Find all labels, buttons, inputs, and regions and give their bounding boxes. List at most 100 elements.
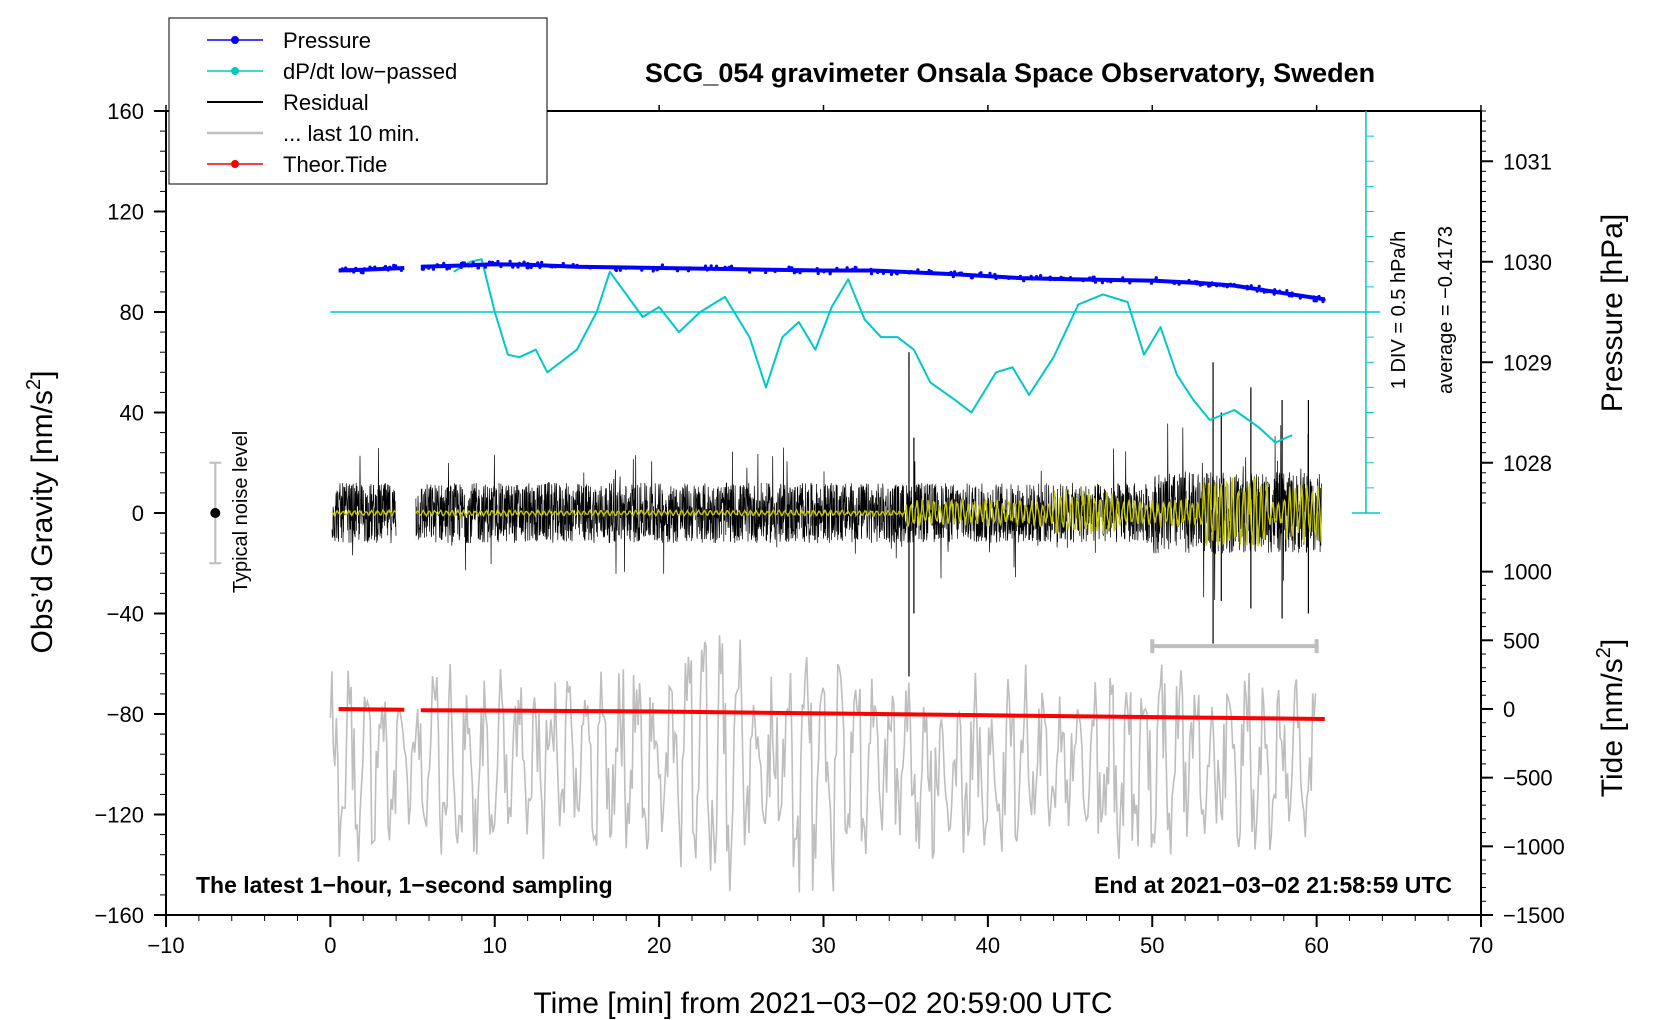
pressure-point	[516, 265, 520, 269]
pressure-point	[422, 264, 426, 268]
pressure-point	[1195, 282, 1199, 286]
pressure-point	[517, 261, 522, 265]
pressure-point	[448, 266, 452, 270]
pressure-point	[559, 264, 563, 268]
y-axis-label-left-text: Obs’d Gravity [nm/s	[26, 390, 59, 653]
pressure-point	[1022, 279, 1026, 283]
pressure-point	[988, 271, 992, 275]
pressure-point	[536, 261, 540, 265]
pressure-point	[688, 266, 692, 270]
pressure-point	[994, 276, 998, 281]
pressure-point	[929, 270, 934, 274]
noise-bar-center-dot	[210, 508, 221, 518]
pressure-point	[1314, 296, 1319, 300]
y-tick-label: 80	[120, 300, 144, 325]
pressure-point	[340, 268, 344, 272]
pressure-point	[1285, 289, 1289, 293]
pressure-point	[1215, 284, 1219, 288]
pressure-point	[1260, 287, 1264, 291]
pressure-point	[703, 264, 708, 268]
pressure-point	[442, 261, 446, 265]
y-axis-label-tide-sup: 2	[1593, 647, 1615, 658]
pressure-point	[1018, 274, 1023, 278]
pressure-point	[1048, 275, 1052, 279]
pressure-point	[511, 265, 515, 269]
pressure-point	[1225, 285, 1229, 289]
y-axis-label-tide: Tide [nm/s2]	[1593, 639, 1629, 797]
pressure-point	[366, 268, 370, 272]
pressure-point	[715, 264, 719, 268]
pressure-point	[1061, 276, 1066, 280]
pressure-point	[1255, 289, 1259, 293]
pressure-point	[1035, 275, 1039, 279]
pressure-tick-label: 1029	[1503, 350, 1552, 375]
pressure-point	[1106, 279, 1110, 283]
pressure-point	[1179, 280, 1183, 284]
pressure-point	[845, 266, 849, 270]
pressure-tick-label: 1031	[1503, 149, 1552, 174]
pressure-point	[1245, 287, 1249, 291]
pressure-point	[1029, 274, 1033, 278]
x-tick-label: 60	[1304, 933, 1328, 958]
pressure-point	[399, 268, 403, 272]
pressure-point	[566, 265, 570, 269]
pressure-point	[675, 269, 680, 273]
pressure-point	[467, 264, 471, 268]
pressure-point	[1222, 284, 1226, 288]
x-axis-label: Time [min] from 2021−03−02 20:59:00 UTC	[533, 987, 1112, 1020]
tide-tick-label: −500	[1503, 766, 1553, 791]
tide-tick-label: 500	[1503, 628, 1540, 653]
pressure-point	[362, 267, 367, 271]
y-tick-label: 0	[132, 501, 144, 526]
pressure-point	[354, 266, 358, 270]
pressure-point	[386, 268, 390, 272]
y-tick-label: −160	[94, 903, 144, 928]
pressure-point	[1257, 284, 1261, 288]
pressure-point	[421, 267, 425, 271]
pressure-point	[470, 264, 474, 268]
x-tick-label: 70	[1469, 933, 1493, 958]
pressure-point	[709, 264, 713, 268]
pressure-point	[344, 266, 348, 270]
pressure-point	[383, 264, 388, 269]
pressure-point	[1317, 294, 1321, 299]
tide-tick-label: −1500	[1503, 903, 1565, 928]
pressure-point	[508, 259, 512, 263]
pressure-point	[953, 270, 957, 274]
pressure-point	[822, 270, 826, 274]
pressure-point	[1093, 280, 1097, 284]
residual-series-line	[331, 448, 397, 556]
residual-lowpass-line	[331, 508, 397, 518]
pressure-point	[787, 265, 791, 269]
pressure-point	[835, 266, 839, 270]
pressure-point	[745, 268, 749, 272]
pressure-point	[427, 266, 431, 270]
pressure-point	[1201, 282, 1205, 286]
pressure-point	[816, 271, 820, 276]
tide-tick-label: −1000	[1503, 834, 1565, 859]
pressure-point	[1189, 281, 1193, 285]
pressure-point	[869, 272, 874, 276]
pressure-point	[1290, 291, 1294, 295]
pressure-point	[483, 265, 487, 269]
pressure-point	[571, 263, 575, 267]
pressure-point	[1059, 275, 1063, 279]
x-tick-label: 0	[324, 933, 336, 958]
pressure-point	[1312, 299, 1316, 303]
pressure-point	[496, 259, 500, 264]
pressure-point	[651, 269, 655, 273]
pressure-point	[660, 263, 665, 267]
residual-lowpass-line	[415, 477, 1322, 547]
legend-label-tide: Theor.Tide	[283, 152, 387, 177]
pressure-point	[959, 271, 964, 275]
y-axis-label-tide-end: ]	[1596, 639, 1629, 647]
pressure-point	[1069, 276, 1073, 280]
pressure-tick-label: 1030	[1503, 250, 1552, 275]
pressure-point	[759, 268, 764, 272]
pressure-point	[1208, 284, 1212, 288]
residual-series-line	[415, 423, 1322, 601]
pressure-point	[1039, 274, 1043, 278]
pressure-point	[352, 270, 356, 274]
pressure-point	[1109, 280, 1113, 284]
legend-label-dpdt: dP/dt low−passed	[283, 59, 457, 84]
